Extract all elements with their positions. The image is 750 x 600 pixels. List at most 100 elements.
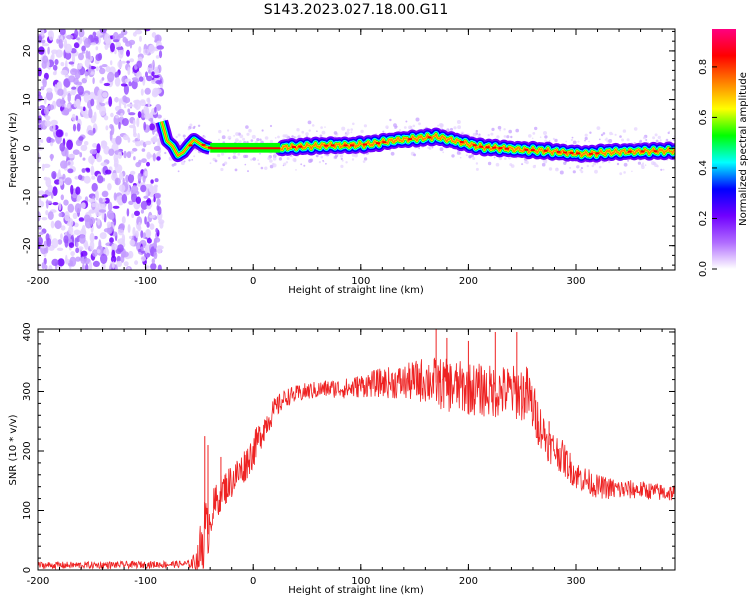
noise-blob (156, 114, 162, 119)
ridge-halo-dot (187, 128, 190, 131)
ridge-halo-dot (616, 162, 620, 166)
noise-blob (126, 60, 130, 64)
ridge-halo-dot (608, 139, 613, 143)
noise-blob (96, 249, 101, 254)
noise-blob (78, 217, 85, 222)
noise-blob (115, 135, 122, 145)
noise-blob (70, 48, 77, 54)
noise-blob (87, 129, 94, 136)
ridge-halo-dot (316, 130, 318, 132)
noise-blob (110, 255, 117, 263)
noise-blob (47, 46, 50, 55)
noise-blob (83, 141, 89, 146)
noise-blob (120, 112, 124, 118)
noise-blob (84, 242, 89, 250)
ridge-halo-dot (594, 169, 598, 174)
ridge-halo-dot (415, 117, 420, 122)
noise-blob (48, 30, 54, 41)
ridge-halo-dot (296, 128, 300, 132)
noise-blob (46, 87, 53, 93)
noise-blob (50, 138, 55, 143)
noise-blob (122, 251, 129, 258)
noise-blob (52, 71, 57, 76)
noise-blob (51, 238, 59, 249)
ridge-halo-dot (264, 136, 269, 140)
noise-blob (80, 202, 86, 209)
noise-blob (95, 46, 99, 51)
ridge-halo-dot (282, 134, 286, 138)
spectrogram-x-tick-label: -200 (27, 276, 50, 287)
noise-blob (75, 186, 81, 195)
noise-blob (143, 121, 147, 131)
noise-blob (81, 50, 86, 54)
ridge-halo-dot (403, 126, 407, 129)
noise-blob (143, 105, 148, 115)
ridge-halo-dot (495, 162, 500, 167)
spectrogram-y-tick-label: 0 (22, 145, 33, 151)
ridge-halo-dot (543, 159, 548, 164)
noise-blob (58, 38, 63, 49)
ridge-halo-dot (598, 138, 601, 141)
noise-blob (132, 31, 137, 37)
ridge-halo-dot (291, 155, 293, 158)
ridge-halo-dot (293, 159, 297, 163)
noise-blob (63, 235, 69, 244)
noise-blob (95, 66, 99, 72)
ridge-halo-dot (627, 159, 630, 162)
ridge-halo-dot (487, 161, 492, 166)
ridge-halo-dot (521, 163, 524, 166)
ridge-halo-dot (577, 140, 580, 143)
noise-blob (64, 51, 72, 60)
noise-blob (89, 71, 95, 75)
snr-y-tick-label: 0 (22, 567, 33, 573)
noise-blob (55, 129, 64, 138)
noise-blob (145, 140, 152, 145)
noise-blob (132, 119, 136, 126)
figure-title: S143.2023.027.18.00.G11 (264, 2, 449, 18)
noise-blob (59, 142, 65, 152)
ridge-halo-dot (273, 156, 276, 159)
noise-blob (135, 196, 141, 204)
ridge-halo-dot (456, 120, 461, 124)
noise-blob (89, 149, 98, 155)
noise-blob (115, 115, 119, 119)
noise-blob (144, 216, 147, 225)
ridge-halo-dot (220, 167, 224, 172)
ridge-halo-dot (363, 157, 368, 161)
noise-blob (38, 35, 43, 44)
noise-blob (64, 74, 70, 78)
noise-blob (103, 213, 107, 223)
noise-blob (155, 80, 163, 85)
ridge-halo-dot (499, 129, 502, 132)
noise-blob (78, 106, 84, 110)
noise-blob (70, 184, 74, 195)
ridge-halo-dot (475, 129, 478, 133)
noise-blob (121, 216, 126, 224)
ridge-halo-dot (244, 163, 247, 166)
ridge-halo-dot (497, 125, 502, 130)
ridge-halo-dot (570, 138, 574, 142)
noise-blob (129, 235, 133, 240)
ridge-halo-dot (565, 140, 568, 143)
noise-blob (89, 217, 96, 225)
ridge-halo-dot (362, 160, 366, 163)
noise-blob (52, 186, 58, 197)
ridge-halo-dot (218, 129, 222, 134)
ridge-halo-dot (305, 132, 309, 136)
ridge-halo-dot (351, 153, 355, 157)
noise-blob (143, 48, 149, 55)
ridge-halo-dot (543, 131, 547, 135)
noise-blob (88, 108, 93, 119)
ridge-halo-dot (498, 156, 503, 161)
ridge-halo-dot (548, 167, 553, 171)
noise-blob (150, 118, 154, 125)
ridge-halo-dot (588, 140, 590, 143)
noise-blob (75, 256, 81, 262)
ridge-halo-dot (398, 129, 402, 132)
ridge-halo-dot (267, 157, 271, 160)
ridge-halo-dot (235, 138, 239, 143)
noise-blob (73, 42, 80, 49)
noise-blob (63, 39, 68, 50)
noise-blob (56, 82, 61, 89)
noise-blob (149, 223, 155, 230)
